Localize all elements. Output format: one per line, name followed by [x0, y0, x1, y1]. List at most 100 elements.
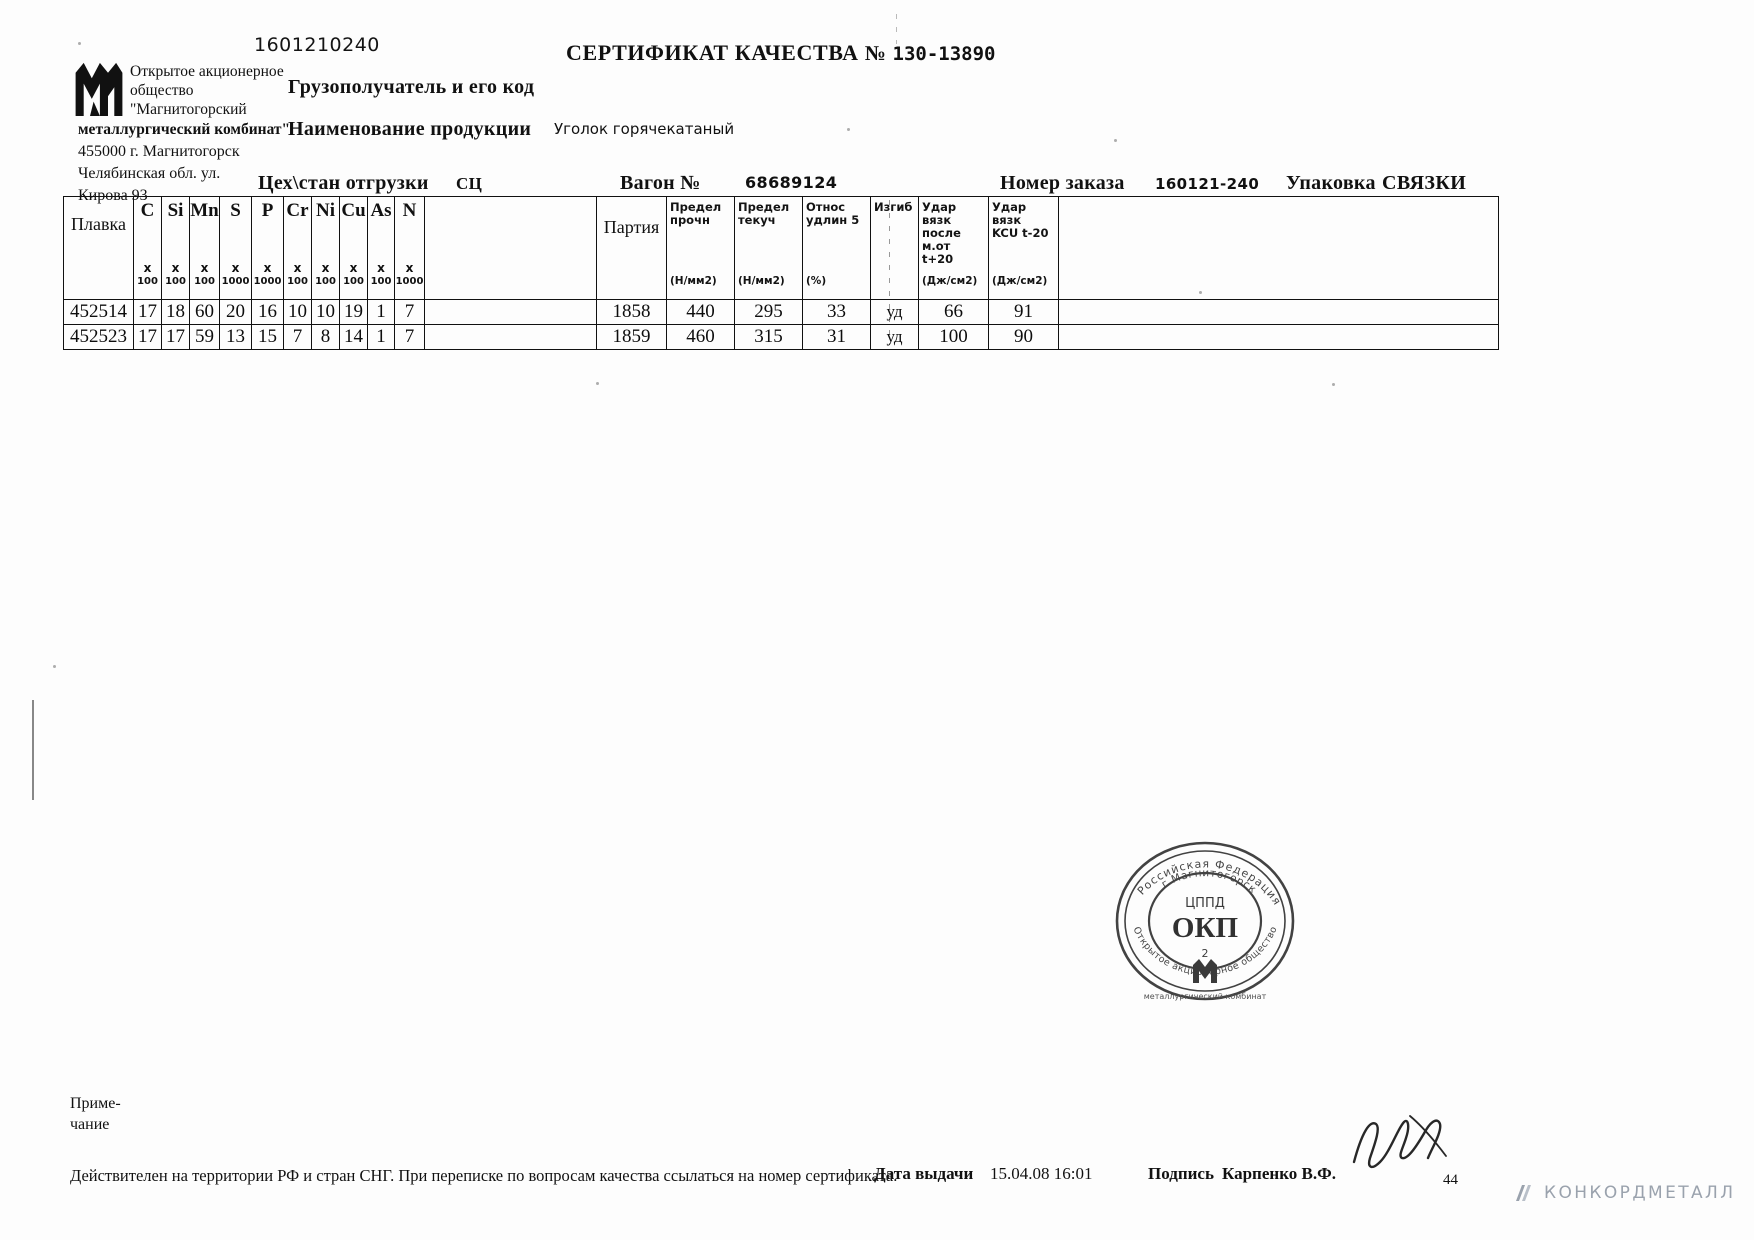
header-element-as: As x 100	[367, 196, 395, 300]
element-symbol: C	[140, 200, 155, 221]
header-impact-t20-unit: (Дж/см2)	[922, 275, 978, 287]
cell-chem-si: 17	[161, 324, 190, 350]
header-element-s: S x 1000	[219, 196, 252, 300]
cell-heat: 452523	[63, 324, 134, 350]
shop-value: СЦ	[456, 174, 483, 193]
header-yield-unit: (Н/мм2)	[738, 275, 785, 287]
cell-chem-mn: 60	[189, 299, 220, 325]
package-value: СВЯЗКИ	[1382, 172, 1467, 194]
cell-spacer-right	[1058, 324, 1499, 350]
cell-tensile: 460	[666, 324, 735, 350]
element-multiplier: x 100	[165, 261, 186, 287]
cell-impact-t20: 100	[918, 324, 989, 350]
package-label: Упаковка	[1286, 172, 1376, 194]
cell-chem-as: 1	[367, 299, 395, 325]
cell-spacer-left	[424, 299, 597, 325]
cell-spacer-right	[1058, 299, 1499, 325]
signatory-name: Карпенко В.Ф.	[1222, 1164, 1336, 1183]
element-symbol: Cr	[286, 200, 309, 221]
consignee-label: Грузополучатель и его код	[288, 76, 535, 98]
page-number: 44	[1443, 1172, 1458, 1188]
element-multiplier: x 100	[194, 261, 215, 287]
cell-chem-si: 18	[161, 299, 190, 325]
address-line-1: 455000 г. Магнитогорск	[78, 143, 240, 160]
header-yield: Предел текуч (Н/мм2)	[734, 196, 803, 300]
watermark-text: КОНКОРДМЕТАЛЛ	[1544, 1183, 1736, 1203]
element-symbol: Si	[167, 200, 184, 221]
table-row: 452514 17 18 60 20 16 10 10 19 1 7 1858 …	[63, 299, 1499, 325]
element-symbol: S	[230, 200, 241, 221]
order-label: Номер заказа	[1000, 172, 1125, 194]
note-line-2: чание	[70, 1116, 110, 1133]
certificate-title-text: СЕРТИФИКАТ КАЧЕСТВА	[566, 40, 859, 65]
table-header-row: Плавка C x 100 Si x 100 Mn	[63, 196, 1499, 300]
cell-chem-cu: 14	[339, 324, 368, 350]
header-bend: Изгиб	[870, 196, 919, 300]
scan-artifact-left	[32, 700, 34, 800]
header-impact-kcu-l1: Удар вязк	[992, 200, 1027, 227]
cell-chem-n: 7	[394, 324, 425, 350]
header-element-n: N x 1000	[394, 196, 425, 300]
header-impact-kcu: Удар вязк KCU t-20 (Дж/см2)	[988, 196, 1059, 300]
cell-bend: уд	[870, 324, 919, 350]
cell-impact-kcu: 91	[988, 299, 1059, 325]
cell-yield: 295	[734, 299, 803, 325]
page-title: СЕРТИФИКАТ КАЧЕСТВА № 130-13890	[566, 40, 995, 66]
certificate-table: Плавка C x 100 Si x 100 Mn	[63, 196, 1499, 350]
note-line-1: Приме-	[70, 1095, 121, 1112]
header-yield-l1: Предел	[738, 200, 790, 214]
header-batch: Партия	[596, 196, 667, 300]
company-name: Открытое акционерное общество "Магнитого…	[130, 62, 300, 119]
header-element-cr: Cr x 100	[283, 196, 312, 300]
header-impact-t20-l2: после м.от	[922, 226, 961, 253]
element-symbol: Ni	[316, 200, 335, 221]
scan-speck	[1114, 139, 1117, 142]
header-impact-t20-l1: Удар вязк	[922, 200, 957, 227]
header-tensile: Предел прочн (Н/мм2)	[666, 196, 735, 300]
header-impact-t20-l3: t+20	[922, 252, 954, 266]
scan-speck	[1332, 383, 1335, 386]
shop-label: Цех\стан отгрузки	[258, 172, 429, 194]
element-multiplier: x 1000	[395, 261, 424, 287]
element-symbol: N	[402, 200, 417, 221]
element-multiplier: x 100	[343, 261, 364, 287]
signature-label: Подпись	[1148, 1164, 1214, 1183]
table-row: 452523 17 17 59 13 15 7 8 14 1 7 1859 46…	[63, 324, 1499, 350]
scan-speck	[596, 382, 599, 385]
header-spacer-right	[1058, 196, 1499, 300]
cell-chem-cr: 7	[283, 324, 312, 350]
header-tensile-l1: Предел	[670, 200, 722, 214]
konkordmetall-logo-icon	[1516, 1185, 1531, 1201]
company-line-1: Открытое акционерное	[130, 63, 284, 80]
product-label: Наименование продукции	[288, 118, 532, 140]
legal-notice: Действителен на территории РФ и стран СН…	[70, 1166, 898, 1185]
element-multiplier: x 100	[287, 261, 308, 287]
mmk-logo-icon	[75, 62, 123, 116]
company-line-3: "Магнитогорский	[130, 101, 247, 118]
header-tensile-l2: прочн	[670, 213, 710, 227]
element-symbol: As	[370, 200, 392, 221]
element-multiplier: x 100	[370, 261, 392, 287]
cell-chem-n: 7	[394, 299, 425, 325]
header-impact-kcu-unit: (Дж/см2)	[992, 275, 1048, 287]
element-symbol: Cu	[341, 200, 366, 221]
cell-batch: 1858	[596, 299, 667, 325]
wagon-value: 68689124	[745, 173, 838, 192]
cell-chem-as: 1	[367, 324, 395, 350]
header-element-p: P x 1000	[251, 196, 284, 300]
cell-chem-s: 13	[219, 324, 252, 350]
header-elongation-l1: Относ	[806, 200, 846, 214]
wagon-label: Вагон №	[620, 172, 701, 194]
element-multiplier: x 1000	[253, 261, 282, 287]
svg-text:2: 2	[1202, 947, 1209, 960]
scan-speck	[847, 128, 850, 131]
header-element-mn: Mn x 100	[189, 196, 220, 300]
cell-chem-ni: 8	[311, 324, 340, 350]
header-spacer-left	[424, 196, 597, 300]
cell-chem-p: 15	[251, 324, 284, 350]
cell-elongation: 33	[802, 299, 871, 325]
header-impact-kcu-l2: KCU t-20	[992, 226, 1049, 240]
address-line-2: Челябинская обл. ул.	[78, 165, 221, 182]
element-multiplier: x 100	[315, 261, 336, 287]
svg-text:металлургический комбинат: металлургический комбинат	[1144, 992, 1267, 1001]
